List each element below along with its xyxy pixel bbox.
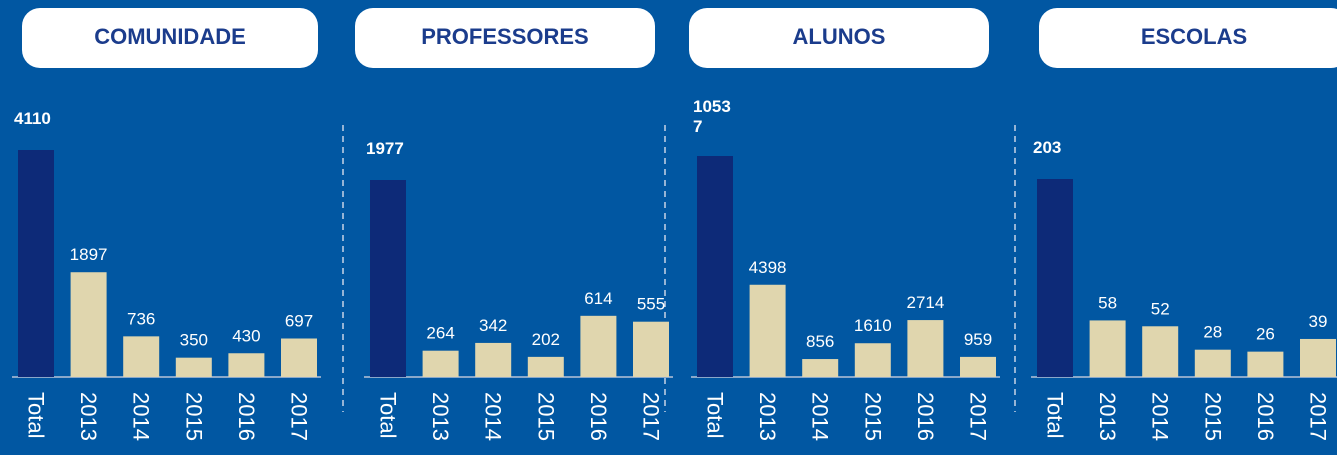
value-label: 52 <box>1151 299 1170 318</box>
category-label: 2014 <box>1148 392 1173 441</box>
header-title: PROFESSORES <box>421 24 588 49</box>
bar <box>697 156 733 377</box>
bar <box>422 350 459 377</box>
bar <box>960 356 996 377</box>
category-label: 2013 <box>428 392 453 441</box>
category-label: Total <box>376 392 401 438</box>
header-title: ALUNOS <box>793 24 886 49</box>
value-label: 959 <box>964 330 992 349</box>
bar <box>1089 320 1126 377</box>
category-label: 2016 <box>1253 392 1278 441</box>
category-label: 2015 <box>860 392 885 441</box>
value-label: 4110 <box>14 109 51 128</box>
value-label: 555 <box>637 295 665 314</box>
header-pill <box>22 8 318 68</box>
value-label: 264 <box>426 324 454 343</box>
header-pill <box>689 8 989 68</box>
value-label: 1053 7 <box>693 97 731 136</box>
category-label: Total <box>24 392 49 438</box>
category-label: 2017 <box>1306 392 1331 441</box>
category-label: 2016 <box>234 392 259 441</box>
category-label: 2014 <box>808 392 833 441</box>
header-pill <box>1039 8 1337 68</box>
value-label: 350 <box>180 331 208 350</box>
value-label: 2714 <box>906 293 944 312</box>
category-label: 2015 <box>181 392 206 441</box>
category-label: 2013 <box>1095 392 1120 441</box>
value-label: 4398 <box>749 258 787 277</box>
value-label: 614 <box>584 289 612 308</box>
bar <box>228 353 265 377</box>
bar <box>70 272 107 377</box>
value-label: 58 <box>1098 293 1117 312</box>
value-label: 1610 <box>854 316 892 335</box>
value-label: 697 <box>285 312 313 331</box>
value-label: 1897 <box>70 245 108 264</box>
header-title: ESCOLAS <box>1141 24 1247 49</box>
category-label: 2016 <box>586 392 611 441</box>
value-label: 1977 <box>366 139 404 158</box>
category-label: Total <box>703 392 728 438</box>
value-label: 342 <box>479 316 507 335</box>
bar <box>123 336 160 377</box>
value-label: 856 <box>806 332 834 351</box>
bar <box>475 342 512 377</box>
category-label: 2013 <box>76 392 101 441</box>
bar <box>18 150 54 377</box>
value-label: 430 <box>232 326 260 345</box>
header-title: COMUNIDADE <box>94 24 246 49</box>
bar <box>580 315 617 377</box>
category-label: Total <box>1043 392 1068 438</box>
category-label: 2015 <box>1200 392 1225 441</box>
bar <box>370 180 406 377</box>
category-label: 2013 <box>755 392 780 441</box>
category-label: 2016 <box>913 392 938 441</box>
category-label: 2017 <box>966 392 991 441</box>
value-label: 202 <box>532 330 560 349</box>
value-label: 28 <box>1203 323 1222 342</box>
bar <box>802 359 839 377</box>
value-label: 736 <box>127 309 155 328</box>
category-label: 2014 <box>481 392 506 441</box>
bar <box>527 356 564 377</box>
bar <box>1300 338 1336 377</box>
value-label: 203 <box>1033 138 1061 157</box>
bar <box>633 321 669 377</box>
category-label: 2014 <box>129 392 154 441</box>
category-label: 2015 <box>533 392 558 441</box>
bar <box>749 284 786 377</box>
bar <box>1037 179 1073 377</box>
header-pill <box>355 8 655 68</box>
bar <box>281 338 317 377</box>
bar <box>907 320 944 377</box>
bar <box>854 343 891 377</box>
value-label: 26 <box>1256 325 1275 344</box>
category-label: 2017 <box>639 392 664 441</box>
bar <box>175 357 212 377</box>
category-label: 2017 <box>287 392 312 441</box>
bar <box>1142 326 1179 377</box>
bar <box>1194 349 1231 377</box>
value-label: 39 <box>1309 312 1328 331</box>
bar <box>1247 351 1284 377</box>
